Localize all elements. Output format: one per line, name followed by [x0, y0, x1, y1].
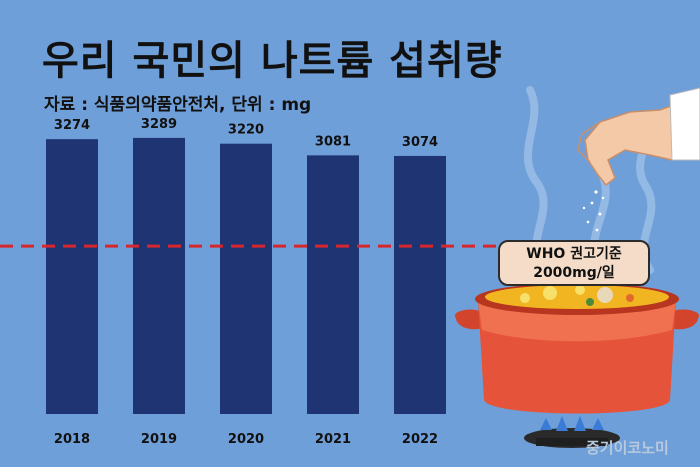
chart-title: 우리 국민의 나트륨 섭취량: [42, 38, 503, 84]
bar-2019: [133, 137, 185, 414]
pot-illustration: [454, 283, 700, 414]
reference-label-line1: WHO 권고기준: [526, 246, 622, 262]
category-label-2022: 2022: [402, 432, 438, 447]
bar-2021: [307, 155, 359, 414]
value-labels: 3274 3289 3220 3081 3074: [54, 117, 438, 150]
reference-label-box: WHO 권고기준 2000mg/일: [498, 240, 650, 286]
category-labels: 2018 2019 2020 2021 2022: [54, 432, 438, 447]
value-label-2022: 3074: [402, 135, 438, 150]
burner-illustration: [524, 416, 620, 448]
chart-subtitle: 자료 : 식품의약품안전처, 단위 : mg: [44, 95, 312, 115]
value-label-2021: 3081: [315, 134, 351, 149]
bars-group: [46, 137, 446, 414]
category-label-2021: 2021: [315, 432, 351, 447]
value-label-2020: 3220: [228, 123, 264, 138]
category-label-2020: 2020: [228, 432, 264, 447]
bar-2018: [46, 139, 98, 414]
category-label-2018: 2018: [54, 432, 90, 447]
reference-label-line2: 2000mg/일: [533, 265, 615, 281]
bar-2022: [394, 155, 446, 414]
bar-2020: [220, 143, 272, 414]
watermark-logo: 중기이코노미: [586, 439, 669, 457]
value-label-2019: 3289: [141, 117, 177, 132]
value-label-2018: 3274: [54, 118, 90, 133]
hand-illustration: [577, 87, 700, 232]
category-label-2019: 2019: [141, 432, 177, 447]
